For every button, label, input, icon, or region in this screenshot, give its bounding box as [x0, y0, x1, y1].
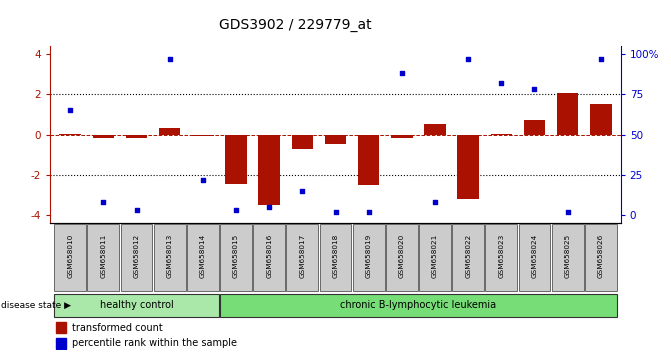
Bar: [358, 135, 379, 185]
FancyBboxPatch shape: [54, 294, 219, 317]
Bar: [60, 134, 81, 135]
FancyBboxPatch shape: [452, 224, 484, 291]
FancyBboxPatch shape: [154, 224, 186, 291]
Point: [562, 209, 573, 215]
Text: GSM658023: GSM658023: [499, 234, 505, 278]
FancyBboxPatch shape: [87, 224, 119, 291]
FancyBboxPatch shape: [485, 224, 517, 291]
Bar: [159, 129, 180, 135]
Text: GSM658021: GSM658021: [432, 234, 438, 278]
FancyBboxPatch shape: [220, 224, 252, 291]
Bar: [590, 104, 611, 135]
Point: [463, 56, 474, 62]
Bar: [125, 135, 148, 138]
FancyBboxPatch shape: [220, 294, 617, 317]
FancyBboxPatch shape: [419, 224, 451, 291]
FancyBboxPatch shape: [54, 224, 86, 291]
Point: [65, 108, 76, 113]
Text: GSM658026: GSM658026: [598, 234, 604, 278]
Bar: [458, 135, 479, 199]
Text: GSM658010: GSM658010: [67, 234, 73, 278]
Bar: [56, 338, 66, 349]
Point: [131, 207, 142, 213]
Point: [98, 199, 109, 205]
Bar: [192, 135, 213, 136]
FancyBboxPatch shape: [353, 224, 384, 291]
Text: GDS3902 / 229779_at: GDS3902 / 229779_at: [219, 18, 372, 32]
Text: GSM658018: GSM658018: [333, 234, 338, 278]
Text: GSM658015: GSM658015: [233, 234, 239, 278]
Point: [231, 207, 242, 213]
Bar: [424, 125, 446, 135]
Text: transformed count: transformed count: [72, 322, 163, 332]
FancyBboxPatch shape: [585, 224, 617, 291]
Text: GSM658025: GSM658025: [564, 234, 570, 278]
Bar: [292, 135, 313, 149]
Text: GSM658011: GSM658011: [101, 234, 107, 278]
Point: [429, 199, 440, 205]
Bar: [391, 135, 413, 138]
Bar: [258, 135, 280, 205]
Text: GSM658012: GSM658012: [134, 234, 140, 278]
Bar: [325, 135, 346, 144]
FancyBboxPatch shape: [386, 224, 418, 291]
Point: [595, 56, 606, 62]
Text: GSM658017: GSM658017: [299, 234, 305, 278]
Point: [264, 204, 274, 210]
FancyBboxPatch shape: [253, 224, 285, 291]
Text: GSM658024: GSM658024: [531, 234, 537, 278]
Point: [164, 56, 175, 62]
Text: GSM658022: GSM658022: [465, 234, 471, 278]
Text: disease state ▶: disease state ▶: [1, 301, 71, 310]
Text: GSM658020: GSM658020: [399, 234, 405, 278]
Bar: [491, 134, 512, 135]
Point: [529, 87, 540, 92]
Point: [496, 80, 507, 86]
FancyBboxPatch shape: [552, 224, 584, 291]
Bar: [557, 93, 578, 135]
Text: chronic B-lymphocytic leukemia: chronic B-lymphocytic leukemia: [340, 300, 497, 310]
FancyBboxPatch shape: [287, 224, 318, 291]
Text: percentile rank within the sample: percentile rank within the sample: [72, 338, 237, 348]
Bar: [523, 120, 546, 135]
Point: [363, 209, 374, 215]
Point: [197, 177, 208, 182]
Point: [297, 188, 308, 194]
Bar: [225, 135, 247, 184]
Text: healthy control: healthy control: [100, 300, 173, 310]
FancyBboxPatch shape: [519, 224, 550, 291]
Point: [397, 70, 407, 76]
Text: GSM658016: GSM658016: [266, 234, 272, 278]
Text: GSM658013: GSM658013: [166, 234, 172, 278]
Text: GSM658019: GSM658019: [366, 234, 372, 278]
Bar: [56, 322, 66, 333]
FancyBboxPatch shape: [187, 224, 219, 291]
FancyBboxPatch shape: [319, 224, 352, 291]
Point: [330, 209, 341, 215]
Bar: [93, 135, 114, 138]
Text: GSM658014: GSM658014: [200, 234, 206, 278]
FancyBboxPatch shape: [121, 224, 152, 291]
